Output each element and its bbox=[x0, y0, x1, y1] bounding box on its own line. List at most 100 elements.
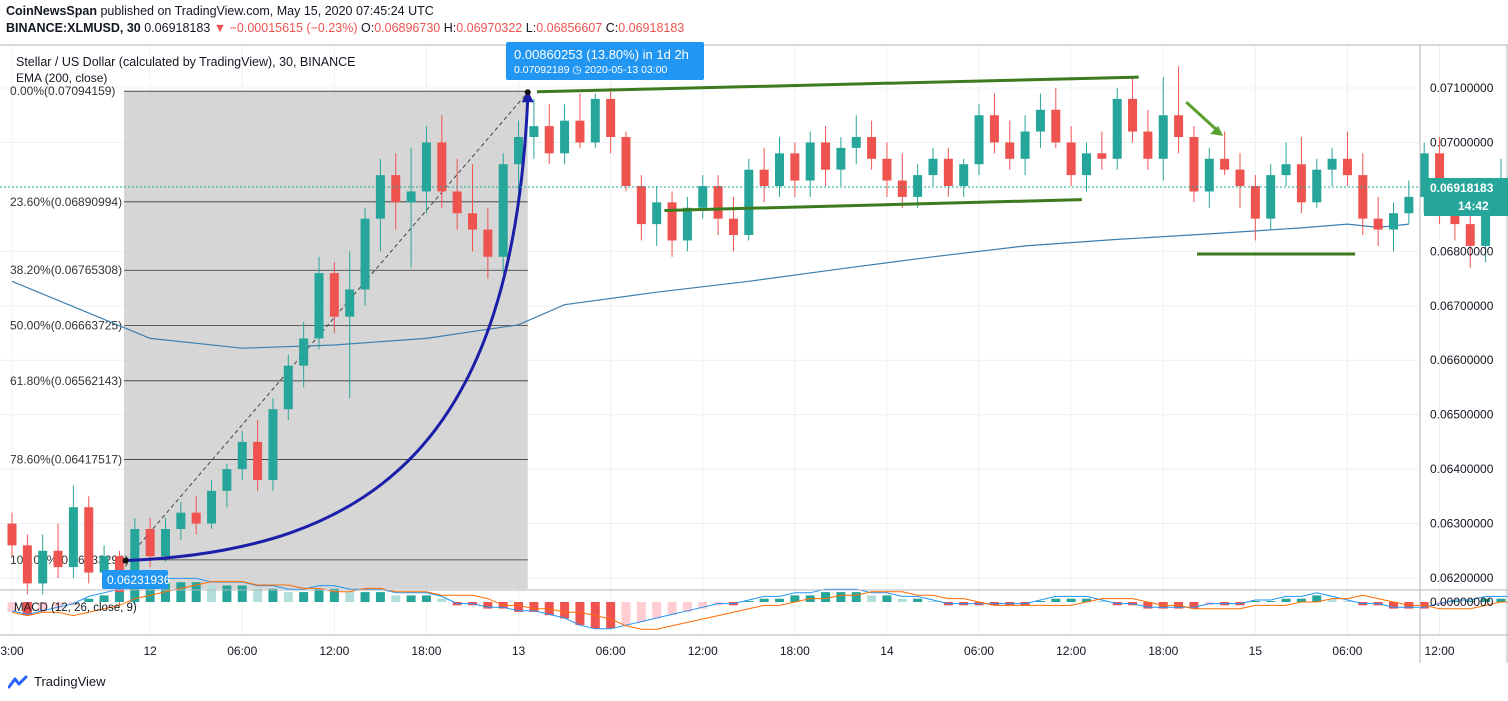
candle-body bbox=[1158, 115, 1168, 159]
countdown: 14:42 bbox=[1458, 199, 1489, 213]
candle-body bbox=[1404, 196, 1414, 214]
candle-body bbox=[1066, 142, 1076, 176]
candle-body bbox=[744, 169, 754, 235]
fibonacci-levels: 0.00%(0.07094159) 23.60%(0.06890994) 38.20… bbox=[10, 84, 529, 567]
candle-body bbox=[621, 137, 631, 186]
macd-histogram-bar bbox=[636, 602, 646, 622]
candle-body bbox=[713, 186, 723, 219]
candle-body bbox=[867, 137, 877, 159]
macd-histogram-bar bbox=[53, 602, 63, 609]
axes: 3:00 12 06:00 12:00 18:00 13 06:00 12:00 18:00 14… bbox=[0, 44, 1508, 663]
price-chart[interactable]: 0.00%(0.07094159) 23.60%(0.06890994) 38.20… bbox=[0, 38, 1508, 663]
candle-body bbox=[406, 191, 416, 203]
chart-legend-title: Stellar / US Dollar (calculated by Tradi… bbox=[16, 55, 356, 69]
macd-histogram-bar bbox=[867, 595, 877, 602]
measure-label: 0.00860253 (13.80%) in 1d 2h 0.07092189 … bbox=[506, 42, 704, 80]
candle-body bbox=[1312, 169, 1322, 203]
macd-histogram-bar bbox=[1266, 601, 1276, 602]
candle-body bbox=[851, 137, 861, 148]
y-tick-label: 0.06700000 bbox=[1430, 299, 1494, 313]
y-tick-label: 0.07100000 bbox=[1430, 81, 1494, 95]
candle-body bbox=[636, 186, 646, 225]
candle-body bbox=[682, 207, 692, 241]
candle-body bbox=[1112, 98, 1122, 159]
growth-arrow-head bbox=[521, 90, 534, 103]
x-tick-label: 3:00 bbox=[0, 644, 24, 658]
candle-body bbox=[299, 338, 309, 366]
candle-body bbox=[974, 115, 984, 165]
tradingview-logo[interactable]: TradingView bbox=[8, 674, 106, 689]
high-value: 0.06970322 bbox=[456, 21, 523, 35]
macd-histogram-bar bbox=[283, 592, 293, 602]
macd-histogram-bar bbox=[437, 598, 447, 602]
x-tick-label: 12:00 bbox=[688, 644, 718, 658]
macd-histogram-bar bbox=[222, 585, 232, 602]
candle-body bbox=[652, 202, 662, 225]
candle-body bbox=[590, 98, 600, 143]
candle-body bbox=[253, 441, 263, 480]
macd-histogram-bar bbox=[207, 585, 217, 602]
last-price-tag: 0.06918183 14:42 bbox=[1424, 178, 1508, 216]
macd-histogram-bar bbox=[1143, 602, 1153, 609]
candle-body bbox=[836, 147, 846, 170]
last-price-tag-value: 0.06918183 bbox=[1430, 181, 1494, 195]
fib-level-label: 38.20%(0.06765308) bbox=[10, 263, 122, 277]
macd-histogram-bar bbox=[897, 598, 907, 602]
change-value: ▼ −0.00015615 (−0.23%) bbox=[213, 21, 358, 35]
candle-body bbox=[53, 550, 63, 568]
candle-body bbox=[7, 523, 17, 546]
macd-histogram-bar bbox=[391, 595, 401, 602]
ohlc-info: BINANCE:XLMUSD, 30 0.06918183 ▼ −0.00015… bbox=[6, 21, 685, 35]
candle-body bbox=[268, 409, 278, 480]
measure-label-main: 0.00860253 (13.80%) in 1d 2h bbox=[514, 47, 689, 62]
tradingview-logo-icon bbox=[8, 675, 28, 688]
y-tick-label: 0.06800000 bbox=[1430, 244, 1494, 258]
candle-body bbox=[314, 273, 324, 339]
candle-body bbox=[943, 158, 953, 186]
candle-body bbox=[1266, 175, 1276, 219]
macd-histogram-bar bbox=[698, 602, 708, 609]
measure-start-point bbox=[122, 557, 129, 564]
macd-histogram-bar bbox=[851, 592, 861, 602]
candle-body bbox=[821, 142, 831, 170]
candle-body bbox=[759, 169, 769, 186]
macd-histogram-bar bbox=[775, 598, 784, 602]
x-tick-label: 18:00 bbox=[1148, 644, 1178, 658]
candle-body bbox=[483, 229, 493, 257]
candle-body bbox=[1051, 109, 1061, 143]
candle-body bbox=[959, 164, 969, 186]
candle-body bbox=[1143, 131, 1153, 159]
macd-histogram-bar bbox=[836, 592, 846, 602]
candle-body bbox=[360, 218, 370, 290]
macd-line bbox=[11, 577, 1508, 630]
macd-histogram-bar bbox=[176, 582, 186, 602]
y-tick-label: 0.06500000 bbox=[1430, 408, 1494, 422]
x-tick-label: 06:00 bbox=[227, 644, 257, 658]
macd-histogram-bar bbox=[1481, 598, 1491, 602]
macd-histogram-bar bbox=[1281, 598, 1291, 602]
macd-histogram-bar bbox=[345, 592, 355, 602]
macd-histogram-bar bbox=[84, 598, 94, 602]
macd-histogram-bar bbox=[1189, 602, 1199, 609]
y-tick-label: 0.06300000 bbox=[1430, 517, 1494, 531]
x-tick-label: 12:00 bbox=[319, 644, 349, 658]
macd-histogram-bar bbox=[529, 602, 539, 612]
candle-body bbox=[560, 120, 570, 154]
candle-body bbox=[176, 512, 186, 529]
open-value: 0.06896730 bbox=[374, 21, 441, 35]
candle-body bbox=[544, 126, 554, 154]
down-arrow-shaft bbox=[1185, 101, 1220, 133]
macd-histogram-bar bbox=[1450, 601, 1460, 602]
macd-histogram-bar bbox=[759, 598, 769, 602]
measure-label-sub: 0.07092189 ◷ 2020-05-13 03:00 bbox=[514, 64, 668, 76]
growth-curve-arrow bbox=[125, 98, 530, 563]
candle-body bbox=[99, 556, 109, 573]
candle-body bbox=[514, 137, 524, 165]
last-price: 0.06918183 bbox=[144, 21, 211, 35]
candle-body bbox=[191, 512, 201, 524]
candle-body bbox=[375, 175, 385, 219]
candle-body bbox=[1174, 115, 1184, 137]
channel-support-line bbox=[664, 198, 1082, 212]
macd-histogram-bar bbox=[421, 595, 431, 602]
macd-histogram-bar bbox=[1496, 598, 1506, 602]
